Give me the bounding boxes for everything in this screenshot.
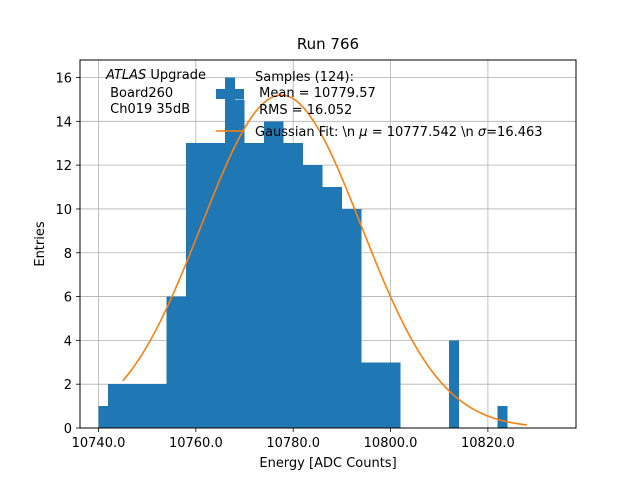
histogram-bar — [234, 99, 245, 428]
atlas-annotation: ATLAS Upgrade Board260 Ch019 35dB — [105, 68, 206, 117]
histogram-bar — [322, 187, 333, 428]
x-tick-label: 10740.0 — [72, 436, 126, 451]
histogram-bar — [98, 406, 109, 428]
annotation-upgrade: Upgrade — [146, 68, 206, 83]
histogram-bar — [351, 208, 362, 428]
x-tick-label: 10780.0 — [266, 436, 320, 451]
y-tick-label: 0 — [64, 422, 72, 437]
x-axis-label: Energy [ADC Counts] — [259, 456, 396, 471]
legend-fit-part-2: = 10777.542 \n — [368, 125, 478, 140]
histogram-bar — [166, 296, 177, 428]
legend-fit-sigma: σ — [478, 125, 487, 140]
histogram-bar — [117, 384, 128, 428]
legend-fit-label: Gaussian Fit: \n μ = 10777.542 \n σ=16.4… — [255, 125, 543, 140]
histogram-bar — [156, 384, 167, 428]
histogram-bar — [127, 384, 138, 428]
histogram-bar — [108, 384, 119, 428]
chart-title: Run 766 — [297, 35, 359, 53]
legend-samples-line-1: Samples (124): — [255, 70, 354, 85]
histogram-bar — [225, 77, 235, 429]
histogram-bar — [380, 362, 391, 428]
x-tick-label: 10800.0 — [364, 436, 418, 451]
legend-fit-mu: μ — [358, 125, 367, 140]
fit-layer — [122, 94, 527, 426]
histogram-bar — [195, 143, 206, 428]
y-tick-label: 2 — [64, 378, 72, 393]
legend-samples-swatch — [216, 89, 244, 99]
legend-fit-part-1: Gaussian Fit: \n — [255, 125, 359, 140]
histogram-bar — [215, 143, 226, 428]
y-tick-label: 14 — [55, 115, 72, 130]
legend-samples-line-2: Mean = 10779.57 — [255, 86, 376, 101]
y-tick-label: 6 — [64, 291, 72, 306]
legend-fit-part-3: =16.463 — [486, 125, 542, 140]
annotation-channel: Ch019 35dB — [106, 102, 190, 117]
histogram-bar — [390, 362, 401, 428]
bars-layer — [98, 77, 508, 429]
histogram-bar — [244, 143, 255, 428]
plot-frame — [79, 59, 577, 429]
histogram-bar — [283, 143, 294, 428]
y-tick-label: 8 — [64, 247, 72, 262]
gaussian-fit-line — [122, 94, 527, 426]
histogram-bar — [186, 143, 196, 428]
x-tick-label: 10820.0 — [461, 436, 515, 451]
y-tick-label: 4 — [64, 334, 72, 349]
histogram-bar — [361, 362, 372, 428]
histogram-bar — [448, 340, 459, 428]
y-axis-label: Entries — [33, 221, 48, 267]
histogram-bar — [176, 296, 187, 428]
histogram-bar — [273, 121, 284, 428]
y-tick-label: 16 — [55, 72, 72, 87]
y-tick-label: 10 — [55, 203, 72, 218]
histogram-bar — [312, 165, 323, 428]
histogram-bar — [263, 121, 274, 428]
histogram-bar — [371, 362, 381, 428]
histogram-bar — [332, 187, 342, 428]
histogram-bar — [302, 165, 313, 428]
histogram-bar — [293, 143, 304, 428]
legend-samples-line-3: RMS = 16.052 — [255, 103, 352, 118]
histogram-bar — [254, 143, 265, 428]
histogram-bar — [205, 143, 216, 428]
histogram-bar — [147, 384, 158, 428]
histogram-bar — [137, 384, 148, 428]
annotation-atlas: ATLAS — [105, 68, 146, 83]
annotation-board: Board260 — [106, 86, 173, 101]
ticks-layer: 10740.0 10760.0 10780.0 10800.0 10820.0 0 2 4 6 8… — [55, 72, 514, 451]
histogram-bar — [497, 406, 508, 428]
y-tick-label: 12 — [55, 159, 72, 174]
annotation-line-1: ATLAS Upgrade — [105, 68, 206, 83]
x-tick-label: 10760.0 — [169, 436, 223, 451]
legend: Samples (124): Mean = 10779.57 RMS = 16.… — [216, 70, 543, 140]
histogram-bar — [341, 208, 352, 428]
